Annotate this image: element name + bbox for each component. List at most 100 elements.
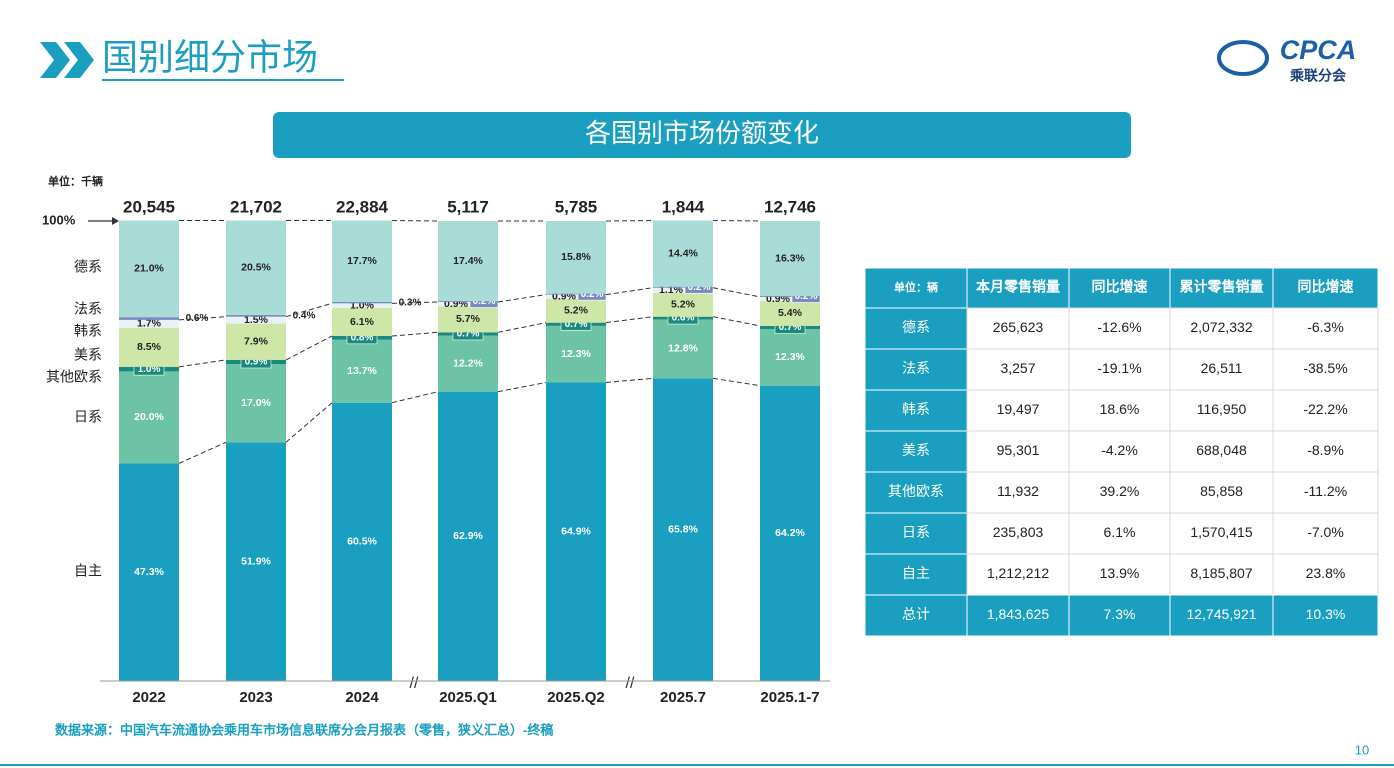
table-cell <box>864 512 968 555</box>
table-cell <box>1068 389 1171 432</box>
source-note: 数据来源：中国汽车流通协会乘用车市场信息联席分会月报表（零售，狭义汇总）-终稿 <box>55 722 553 737</box>
total-label: 21,702 <box>230 197 282 216</box>
logo-mark <box>1217 40 1269 76</box>
axis-break: // <box>410 675 419 692</box>
value-label: 1.0% <box>138 364 161 375</box>
table-cell-text: 13.9% <box>1100 565 1140 581</box>
table-cell-text: 2,072,332 <box>1190 319 1252 335</box>
bar-segment <box>546 293 606 295</box>
value-label: 12.8% <box>668 343 698 355</box>
table-cell-text: 1,843,625 <box>987 606 1049 622</box>
bar-segment <box>760 296 820 302</box>
series-label: 美系 <box>74 347 102 363</box>
table-cell <box>864 594 968 637</box>
banner-title: 各国别市场份额变化 <box>585 118 819 148</box>
series-label: 其他欧系 <box>46 369 102 385</box>
table-cell <box>1272 389 1379 432</box>
value-label: 47.3% <box>134 566 164 578</box>
value-label: 5.4% <box>778 307 803 319</box>
table-cell <box>966 389 1070 432</box>
logo-text: CPCA <box>1280 35 1357 65</box>
total-label: 12,746 <box>764 197 816 216</box>
bar-segment <box>653 220 713 287</box>
table-cell <box>966 512 1070 555</box>
total-label: 1,844 <box>662 197 705 216</box>
bar-segment <box>438 301 498 307</box>
connector <box>285 402 333 443</box>
table-cell-text: 美系 <box>902 442 930 458</box>
table-cell-text: 德系 <box>902 319 930 335</box>
connector <box>285 335 333 361</box>
series-label: 自主 <box>74 563 102 579</box>
table-cell <box>1169 471 1274 514</box>
page-number: 10 <box>1355 742 1369 757</box>
value-label: 0.2% <box>473 296 496 307</box>
bar-segment <box>119 327 179 367</box>
table-cell-text: -6.3% <box>1307 319 1344 335</box>
bar-segment <box>332 220 392 302</box>
table-header: 同比增速 <box>1092 279 1148 295</box>
table-cell-text: -8.9% <box>1307 442 1344 458</box>
table-cell-text: 12,745,921 <box>1186 606 1256 622</box>
table-cell <box>1169 594 1274 637</box>
bar-segment <box>546 382 606 681</box>
bar-segment <box>119 371 179 464</box>
axis-break: // <box>626 675 635 692</box>
value-label: 21.0% <box>134 263 164 275</box>
value-label: 17.7% <box>347 255 377 267</box>
table-header: 累计零售销量 <box>1180 279 1264 295</box>
value-label: 20.5% <box>241 261 271 273</box>
bar-segment <box>438 221 498 302</box>
table-cell-text: 7.3% <box>1104 606 1136 622</box>
table-cell-text: 26,511 <box>1201 360 1243 376</box>
value-label: 8.5% <box>137 341 162 353</box>
x-tick-label: 2025.Q2 <box>547 689 605 706</box>
bar-segment <box>332 307 392 336</box>
y-tick-label: 100% <box>42 212 76 227</box>
table-cell-text: 其他欧系 <box>888 483 944 499</box>
table-cell-text: -11.2% <box>1304 483 1347 499</box>
value-label: 5.2% <box>671 299 696 311</box>
table-cell <box>1169 307 1274 350</box>
value-label: 12.3% <box>775 351 805 363</box>
bar-segment <box>653 287 713 293</box>
value-label: 0.2% <box>795 291 818 302</box>
table-cell <box>1068 471 1171 514</box>
table-cell-text: 总计 <box>902 606 930 622</box>
value-label: 60.5% <box>347 536 377 548</box>
value-label: 1.7% <box>137 318 162 330</box>
series-label: 法系 <box>74 301 102 317</box>
table-cell <box>1169 267 1274 309</box>
value-label: 0.9% <box>245 357 268 368</box>
x-tick-label: 2023 <box>239 689 272 706</box>
table-cell-text: 18.6% <box>1100 401 1140 417</box>
table-cell-text: 法系 <box>902 360 930 376</box>
table-cell <box>1068 267 1171 309</box>
table-header: 同比增速 <box>1298 279 1354 295</box>
value-label: 0.7% <box>779 322 802 333</box>
table-header: 本月零售销量 <box>976 279 1060 295</box>
bar-segment <box>438 301 498 302</box>
bar-segment <box>653 292 713 317</box>
bar-segment <box>119 317 179 320</box>
table-cell-text: -38.5% <box>1303 360 1347 376</box>
value-label: 7.9% <box>244 336 269 348</box>
bar-segment <box>438 391 498 681</box>
total-label: 22,884 <box>336 197 389 216</box>
table-cell-text: -4.2% <box>1101 442 1138 458</box>
page-title: 国别细分市场 <box>102 37 318 78</box>
value-label: 12.3% <box>561 348 591 360</box>
series-label: 日系 <box>74 409 102 425</box>
value-label: 0.7% <box>457 329 480 340</box>
bar-segment <box>546 294 606 299</box>
value-label: 20.0% <box>134 411 164 423</box>
arrow-head <box>112 217 119 225</box>
bar-segment <box>653 378 713 681</box>
value-label: 15.8% <box>561 251 591 263</box>
value-label: 0.6% <box>672 313 695 324</box>
table-cell-text: -12.6% <box>1097 319 1141 335</box>
value-label: 14.4% <box>668 247 698 259</box>
table-cell <box>1272 430 1379 473</box>
connector <box>497 381 547 393</box>
